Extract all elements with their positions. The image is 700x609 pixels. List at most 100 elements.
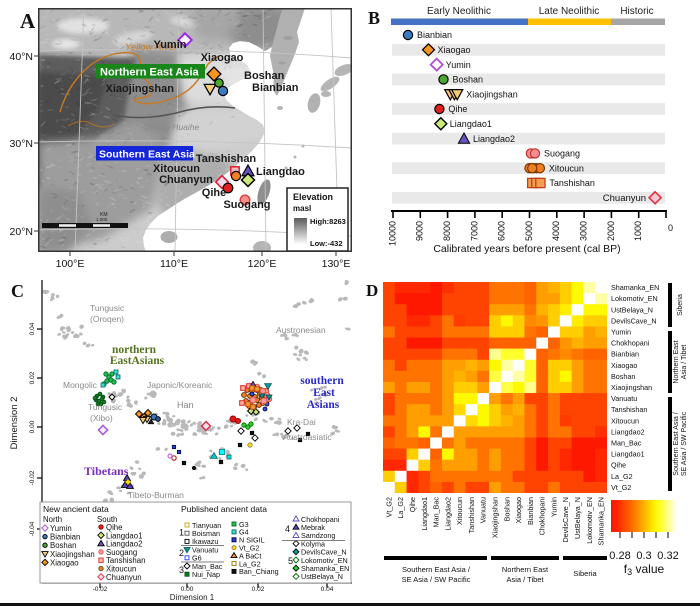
svg-text:Tanshishan: Tanshishan bbox=[106, 556, 145, 565]
svg-text:Liangdao1: Liangdao1 bbox=[106, 531, 142, 540]
svg-text:Vanuatu: Vanuatu bbox=[611, 394, 637, 403]
svg-text:B: B bbox=[368, 8, 380, 28]
svg-text:G4: G4 bbox=[239, 528, 249, 537]
svg-text:Boshan: Boshan bbox=[502, 497, 511, 521]
svg-text:Qinling-Huaihe: Qinling-Huaihe bbox=[143, 122, 199, 132]
svg-text:Vanuatu: Vanuatu bbox=[479, 497, 488, 523]
svg-text:8000: 8000 bbox=[442, 221, 452, 241]
svg-text:Suogang: Suogang bbox=[106, 548, 137, 557]
svg-text:Early Neolithic: Early Neolithic bbox=[427, 6, 491, 17]
svg-text:Xiaogao: Xiaogao bbox=[514, 497, 523, 523]
svg-text:Liangdao1: Liangdao1 bbox=[611, 450, 645, 459]
svg-text:DevilsCave_N: DevilsCave_N bbox=[301, 548, 347, 557]
svg-text:New ancient data: New ancient data bbox=[43, 504, 109, 514]
svg-text:High:8263: High:8263 bbox=[310, 217, 346, 226]
svg-text:130°E: 130°E bbox=[322, 258, 351, 270]
svg-text:Vt_G2: Vt_G2 bbox=[239, 544, 259, 553]
svg-text:5000: 5000 bbox=[524, 221, 534, 241]
svg-text:Shamanka_EN: Shamanka_EN bbox=[597, 497, 606, 545]
svg-text:G3: G3 bbox=[239, 520, 249, 529]
svg-text:Liangdao1: Liangdao1 bbox=[420, 497, 429, 531]
svg-text:100°E: 100°E bbox=[56, 258, 85, 270]
svg-text:Tanshishan: Tanshishan bbox=[549, 178, 595, 188]
svg-text:0.32: 0.32 bbox=[657, 550, 678, 562]
svg-text:Dimension 1: Dimension 1 bbox=[170, 593, 215, 602]
svg-text:Chuanyun: Chuanyun bbox=[603, 193, 646, 204]
svg-text:Chokhopani: Chokhopani bbox=[538, 497, 547, 536]
svg-text:Boshan: Boshan bbox=[50, 541, 76, 550]
svg-text:Xitoucun: Xitoucun bbox=[455, 497, 464, 525]
svg-text:0.04: 0.04 bbox=[321, 586, 334, 593]
svg-text:2: 2 bbox=[179, 548, 184, 558]
svg-text:3000: 3000 bbox=[578, 221, 588, 241]
svg-text:Chuanyun: Chuanyun bbox=[159, 174, 213, 186]
svg-text:0.28: 0.28 bbox=[609, 550, 630, 562]
svg-text:North: North bbox=[43, 515, 62, 524]
svg-text:Bianbian: Bianbian bbox=[526, 497, 535, 525]
svg-text:Xiaojingshan: Xiaojingshan bbox=[466, 89, 518, 99]
svg-text:Kra-Dai: Kra-Dai bbox=[287, 417, 316, 427]
svg-text:Shamanka_EN: Shamanka_EN bbox=[611, 283, 659, 292]
svg-text:Xiaojingshan: Xiaojingshan bbox=[611, 383, 652, 392]
svg-text:4: 4 bbox=[285, 524, 290, 534]
svg-text:2000: 2000 bbox=[606, 221, 616, 241]
svg-text:UstBelaya_N: UstBelaya_N bbox=[301, 572, 343, 581]
svg-text:Vanuatu: Vanuatu bbox=[192, 545, 218, 554]
svg-text:SE Asia / SW Pacific: SE Asia / SW Pacific bbox=[402, 575, 471, 584]
svg-text:Dimension 2: Dimension 2 bbox=[9, 397, 20, 450]
svg-text:D: D bbox=[366, 281, 378, 300]
svg-text:UstBelaya_N: UstBelaya_N bbox=[573, 497, 582, 539]
svg-text:Tanshishan: Tanshishan bbox=[467, 497, 476, 533]
svg-text:DevilsCave_N: DevilsCave_N bbox=[611, 316, 657, 325]
svg-text:Siberia: Siberia bbox=[573, 569, 597, 578]
svg-text:Bianbian: Bianbian bbox=[417, 30, 452, 40]
svg-text:Yellow River: Yellow River bbox=[125, 42, 178, 53]
svg-text:southern: southern bbox=[300, 375, 344, 387]
svg-text:Southern East Asia: Southern East Asia bbox=[99, 149, 195, 161]
svg-text:Japonic/Koreanic: Japonic/Koreanic bbox=[147, 380, 213, 390]
svg-text:Liangdao2: Liangdao2 bbox=[473, 134, 515, 144]
svg-text:Xiaojingshan: Xiaojingshan bbox=[106, 83, 175, 95]
svg-text:7000: 7000 bbox=[469, 221, 479, 241]
svg-text:Liangdao: Liangdao bbox=[256, 166, 305, 178]
svg-text:Asia / Tibet: Asia / Tibet bbox=[506, 575, 544, 584]
svg-text:Xiaojingshan: Xiaojingshan bbox=[491, 497, 500, 538]
svg-text:La_G2: La_G2 bbox=[396, 497, 405, 519]
svg-text:Lokomotiv_EN: Lokomotiv_EN bbox=[611, 294, 658, 303]
svg-text:Northern East: Northern East bbox=[502, 565, 549, 574]
svg-text:N SIGIL: N SIGIL bbox=[239, 536, 265, 545]
svg-text:Northern East Asia: Northern East Asia bbox=[100, 67, 200, 79]
svg-text:Tibetans: Tibetans bbox=[84, 464, 129, 478]
svg-text:Yumin: Yumin bbox=[153, 39, 186, 51]
svg-text:La_G2: La_G2 bbox=[239, 559, 261, 568]
svg-text:Austroasiatic: Austroasiatic bbox=[283, 432, 332, 442]
svg-text:Liangdao2: Liangdao2 bbox=[443, 497, 452, 531]
svg-text:Bianbian: Bianbian bbox=[252, 82, 299, 94]
svg-text:Qihe: Qihe bbox=[202, 187, 226, 199]
svg-text:Xiaogao: Xiaogao bbox=[438, 45, 471, 55]
svg-text:Mongolic: Mongolic bbox=[63, 380, 98, 390]
svg-text:Elevation: Elevation bbox=[293, 192, 333, 202]
svg-text:Boisman: Boisman bbox=[192, 529, 220, 538]
svg-text:40°N: 40°N bbox=[10, 51, 33, 63]
svg-text:Northern East: Northern East bbox=[673, 340, 680, 383]
svg-text:5: 5 bbox=[288, 556, 293, 566]
svg-text:Asians: Asians bbox=[307, 399, 340, 411]
svg-text:Kolyma: Kolyma bbox=[301, 539, 325, 548]
svg-text:Southern East Asia /: Southern East Asia / bbox=[673, 412, 680, 475]
svg-text:Lokomotiv_EN: Lokomotiv_EN bbox=[585, 497, 594, 544]
svg-text:Chokhopani: Chokhopani bbox=[611, 339, 650, 348]
svg-text:Southern East Asia /: Southern East Asia / bbox=[402, 565, 471, 574]
svg-text:Mebrak: Mebrak bbox=[301, 523, 325, 532]
svg-text:Qihe: Qihe bbox=[611, 461, 626, 470]
svg-text:Boshan: Boshan bbox=[611, 372, 635, 381]
svg-text:Xiaogao: Xiaogao bbox=[50, 558, 79, 567]
svg-text:1000: 1000 bbox=[633, 221, 643, 241]
svg-text:(Xibo): (Xibo) bbox=[90, 413, 113, 423]
svg-text:Vt_G2: Vt_G2 bbox=[611, 483, 631, 492]
svg-text:Samdzong: Samdzong bbox=[301, 531, 335, 540]
svg-text:f3 value: f3 value bbox=[624, 562, 665, 577]
svg-text:masl: masl bbox=[293, 204, 311, 213]
svg-text:Suogang: Suogang bbox=[223, 199, 270, 211]
svg-text:9000: 9000 bbox=[415, 221, 425, 241]
